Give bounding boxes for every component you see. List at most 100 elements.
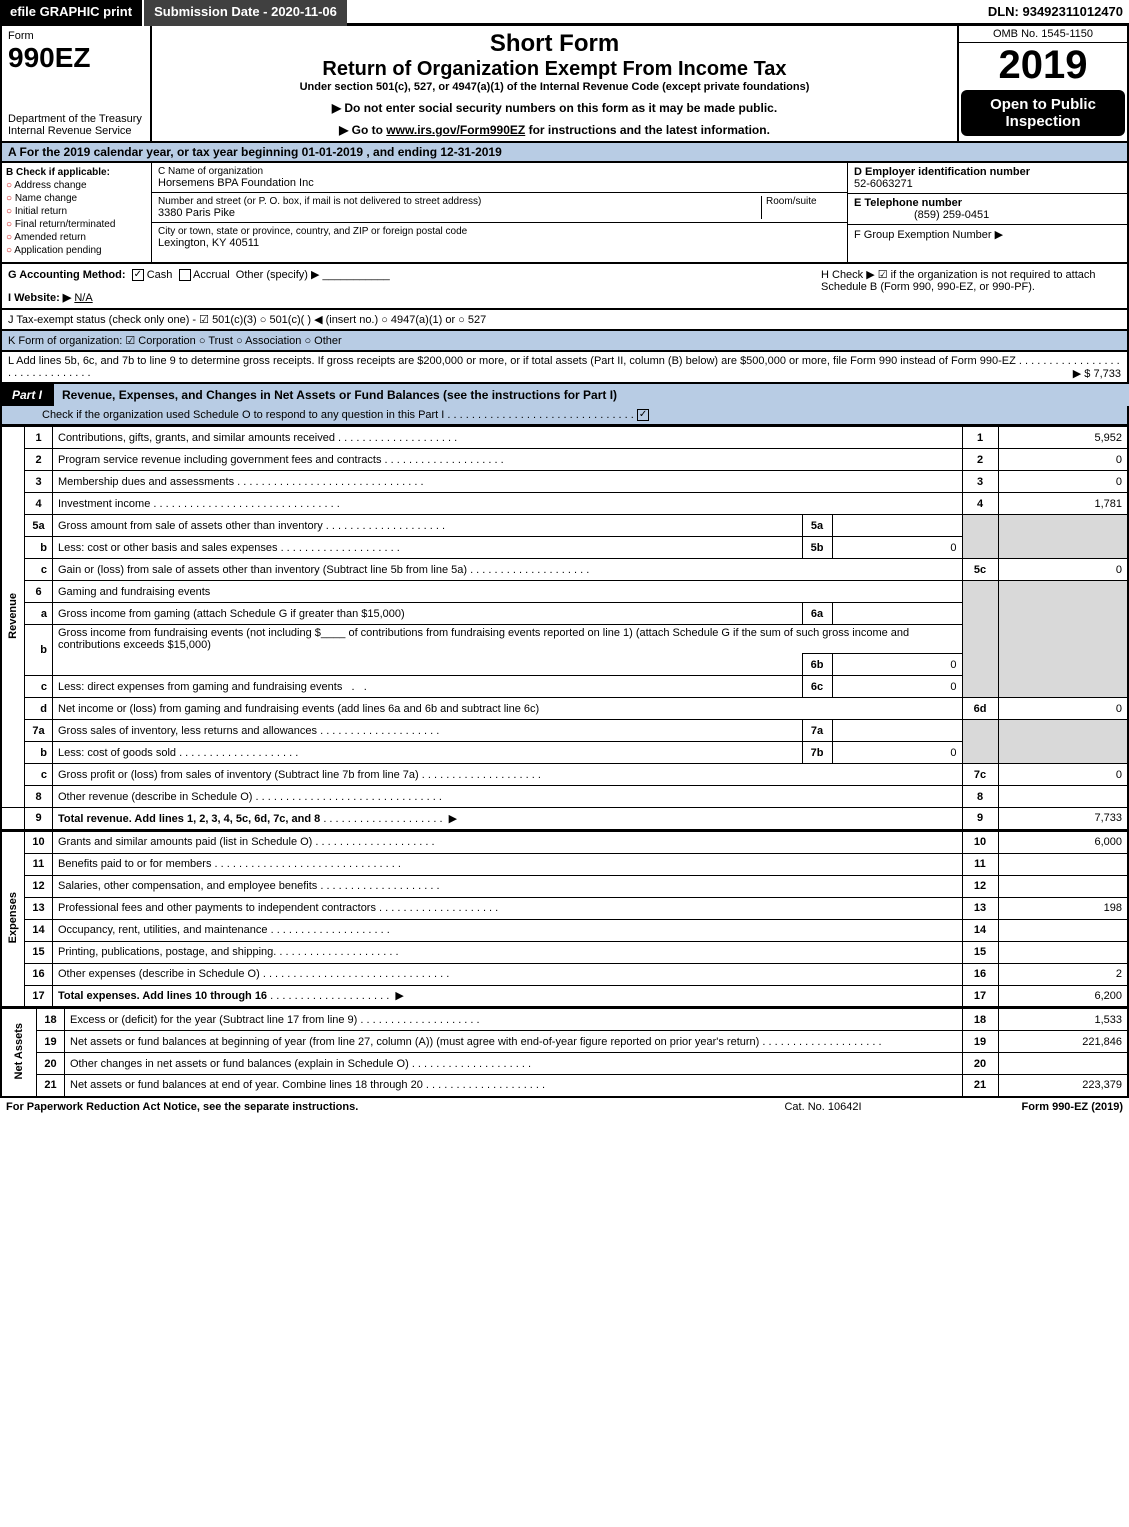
line-4-val: 1,781 xyxy=(998,493,1128,515)
netassets-side-label: Net Assets xyxy=(1,1009,37,1097)
room-label: Room/suite xyxy=(766,196,841,207)
line-2-val: 0 xyxy=(998,449,1128,471)
line-7c-val: 0 xyxy=(998,764,1128,786)
g-accrual: Accrual xyxy=(193,269,230,281)
line-20-val xyxy=(998,1053,1128,1075)
footer-center: Cat. No. 10642I xyxy=(723,1101,923,1113)
line-21-val: 223,379 xyxy=(998,1075,1128,1097)
chk-application-pending[interactable]: Application pending xyxy=(6,245,147,256)
chk-initial-return[interactable]: Initial return xyxy=(6,206,147,217)
line-5b-desc: Less: cost or other basis and sales expe… xyxy=(58,542,400,554)
line-7a-val xyxy=(832,720,962,742)
line-21-desc: Net assets or fund balances at end of ye… xyxy=(70,1079,545,1091)
line-14-desc: Occupancy, rent, utilities, and maintena… xyxy=(58,924,390,936)
l-text: L Add lines 5b, 6c, and 7b to line 9 to … xyxy=(8,355,1016,367)
line-12-val xyxy=(998,875,1128,897)
line-6-desc: Gaming and fundraising events xyxy=(53,581,963,603)
line-15-val xyxy=(998,941,1128,963)
line-19-desc: Net assets or fund balances at beginning… xyxy=(70,1036,882,1048)
revenue-table: Revenue 1 Contributions, gifts, grants, … xyxy=(0,426,1129,831)
line-10-val: 6,000 xyxy=(998,831,1128,853)
part-1-title: Revenue, Expenses, and Changes in Net As… xyxy=(54,384,1129,406)
line-4-desc: Investment income xyxy=(58,498,340,510)
goto-link[interactable]: www.irs.gov/Form990EZ xyxy=(386,123,525,137)
phone: (859) 259-0451 xyxy=(854,209,989,221)
dept-label: Department of the Treasury xyxy=(8,113,144,125)
line-7b-desc: Less: cost of goods sold xyxy=(58,747,298,759)
line-13-val: 198 xyxy=(998,897,1128,919)
line-1-num: 1 xyxy=(25,427,53,449)
line-16-desc: Other expenses (describe in Schedule O) xyxy=(58,968,449,980)
header-left: Form 990EZ Department of the Treasury In… xyxy=(2,26,152,141)
e-label: E Telephone number xyxy=(854,197,962,209)
header-right: OMB No. 1545-1150 2019 Open to Public In… xyxy=(957,26,1127,141)
line-6d-val: 0 xyxy=(998,698,1128,720)
revenue-side-label: Revenue xyxy=(1,427,25,808)
org-name: Horsemens BPA Foundation Inc xyxy=(158,177,314,189)
line-8-desc: Other revenue (describe in Schedule O) xyxy=(58,791,442,803)
line-a-taxyear: A For the 2019 calendar year, or tax yea… xyxy=(0,143,1129,163)
chk-address-change[interactable]: Address change xyxy=(6,180,147,191)
line-1-box: 1 xyxy=(962,427,998,449)
part-1-num: Part I xyxy=(0,384,54,406)
line-1-desc: Contributions, gifts, grants, and simila… xyxy=(58,432,457,444)
footer-left: For Paperwork Reduction Act Notice, see … xyxy=(6,1101,723,1113)
line-6c-val: 0 xyxy=(832,676,962,698)
form-header: Form 990EZ Department of the Treasury In… xyxy=(0,26,1129,143)
line-5a-val xyxy=(832,515,962,537)
line-8-val xyxy=(998,786,1128,808)
l-amount: ▶ $ 7,733 xyxy=(1073,367,1121,380)
line-15-desc: Printing, publications, postage, and shi… xyxy=(58,946,399,958)
i-label: I Website: ▶ xyxy=(8,292,71,304)
c-name-label: C Name of organization xyxy=(158,166,841,177)
line-6b-val: 0 xyxy=(832,654,962,676)
part1-schedule-o-check[interactable] xyxy=(637,409,649,421)
info-grid: B Check if applicable: Address change Na… xyxy=(0,163,1129,264)
goto-line: ▶ Go to www.irs.gov/Form990EZ for instru… xyxy=(156,123,953,137)
line-3-val: 0 xyxy=(998,471,1128,493)
line-6a-val xyxy=(832,603,962,625)
line-11-desc: Benefits paid to or for members xyxy=(58,858,401,870)
goto-pre: ▶ Go to xyxy=(339,123,386,137)
h-text: H Check ▶ ☑ if the organization is not r… xyxy=(821,268,1121,304)
line-12-desc: Salaries, other compensation, and employ… xyxy=(58,880,440,892)
website-value: N/A xyxy=(74,292,92,304)
line-7c-desc: Gross profit or (loss) from sales of inv… xyxy=(58,769,541,781)
ein: 52-6063271 xyxy=(854,178,913,190)
chk-name-change[interactable]: Name change xyxy=(6,193,147,204)
tax-year: 2019 xyxy=(959,43,1127,88)
line-l: L Add lines 5b, 6c, and 7b to line 9 to … xyxy=(0,352,1129,384)
g-cash: Cash xyxy=(147,269,173,281)
line-5a-desc: Gross amount from sale of assets other t… xyxy=(58,520,445,532)
chk-accrual[interactable] xyxy=(179,269,191,281)
omb-number: OMB No. 1545-1150 xyxy=(959,26,1127,43)
top-bar: efile GRAPHIC print Submission Date - 20… xyxy=(0,0,1129,26)
line-7a-desc: Gross sales of inventory, less returns a… xyxy=(58,725,439,737)
line-20-desc: Other changes in net assets or fund bala… xyxy=(70,1058,531,1070)
chk-cash[interactable] xyxy=(132,269,144,281)
line-5c-val: 0 xyxy=(998,559,1128,581)
line-j: J Tax-exempt status (check only one) - ☑… xyxy=(0,310,1129,331)
line-1-val: 5,952 xyxy=(998,427,1128,449)
line-k: K Form of organization: ☑ Corporation ○ … xyxy=(0,331,1129,352)
line-18-desc: Excess or (deficit) for the year (Subtra… xyxy=(70,1014,480,1026)
f-label: F Group Exemption Number ▶ xyxy=(854,229,1003,241)
line-9-val: 7,733 xyxy=(998,808,1128,830)
chk-amended-return[interactable]: Amended return xyxy=(6,232,147,243)
line-7b-val: 0 xyxy=(832,742,962,764)
page-footer: For Paperwork Reduction Act Notice, see … xyxy=(0,1098,1129,1116)
c-city-label: City or town, state or province, country… xyxy=(158,226,467,237)
org-address: 3380 Paris Pike xyxy=(158,207,235,219)
chk-final-return[interactable]: Final return/terminated xyxy=(6,219,147,230)
line-13-desc: Professional fees and other payments to … xyxy=(58,902,498,914)
section-def: D Employer identification number 52-6063… xyxy=(847,163,1127,262)
expenses-table: Expenses 10Grants and similar amounts pa… xyxy=(0,831,1129,1009)
expenses-side-label: Expenses xyxy=(1,831,25,1007)
efile-print-button[interactable]: efile GRAPHIC print xyxy=(0,0,144,26)
line-2-desc: Program service revenue including govern… xyxy=(58,454,504,466)
short-form-title: Short Form xyxy=(156,30,953,58)
line-6a-desc: Gross income from gaming (attach Schedul… xyxy=(53,603,803,625)
line-g-h: G Accounting Method: Cash Accrual Other … xyxy=(0,264,1129,310)
section-c: C Name of organization Horsemens BPA Fou… xyxy=(152,163,847,262)
topbar-spacer xyxy=(347,0,982,26)
